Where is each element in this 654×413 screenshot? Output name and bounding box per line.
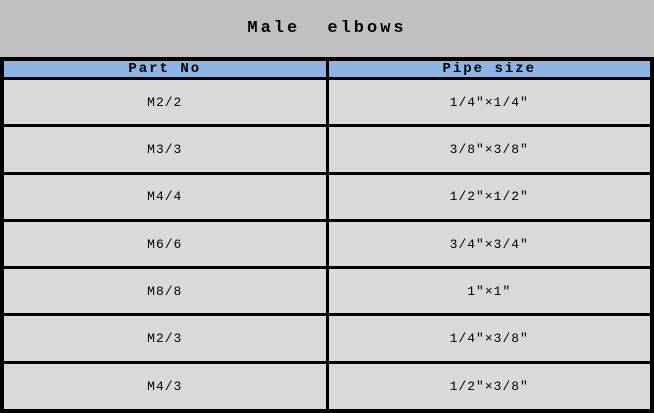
part-no-cell: M8/8	[0, 266, 329, 317]
pipe-size-cell: 3/8″×3/8″	[325, 124, 654, 175]
part-no-cell: M6/6	[0, 218, 329, 270]
column-header-pipe-size: Pipe size	[325, 57, 654, 80]
table-row: M6/6 3/4″×3/4″	[0, 218, 654, 270]
table-header-row: Part No Pipe size	[0, 57, 654, 80]
part-no-cell: M4/4	[0, 171, 329, 222]
page-title: Male elbows	[247, 19, 407, 38]
table-row: M8/8 1″×1″	[0, 266, 654, 317]
column-header-part-no: Part No	[0, 57, 329, 80]
pipe-size-cell: 1″×1″	[325, 266, 654, 317]
part-no-cell: M2/2	[0, 76, 329, 128]
part-no-cell: M3/3	[0, 124, 329, 175]
table-row: M2/3 1/4″×3/8″	[0, 313, 654, 364]
pipe-size-cell: 1/4″×3/8″	[325, 313, 654, 364]
part-no-cell: M4/3	[0, 360, 329, 413]
table-row: M4/4 1/2″×1/2″	[0, 171, 654, 222]
table-row: M2/2 1/4″×1/4″	[0, 76, 654, 128]
part-no-cell: M2/3	[0, 313, 329, 364]
pipe-size-cell: 1/4″×1/4″	[325, 76, 654, 128]
table-row: M3/3 3/8″×3/8″	[0, 124, 654, 175]
pipe-size-cell: 3/4″×3/4″	[325, 218, 654, 270]
pipe-size-cell: 1/2″×1/2″	[325, 171, 654, 222]
male-elbows-table: Part No Pipe size M2/2 1/4″×1/4″ M3/3 3/…	[0, 57, 654, 413]
table-row: M4/3 1/2″×3/8″	[0, 360, 654, 413]
pipe-size-cell: 1/2″×3/8″	[325, 360, 654, 413]
